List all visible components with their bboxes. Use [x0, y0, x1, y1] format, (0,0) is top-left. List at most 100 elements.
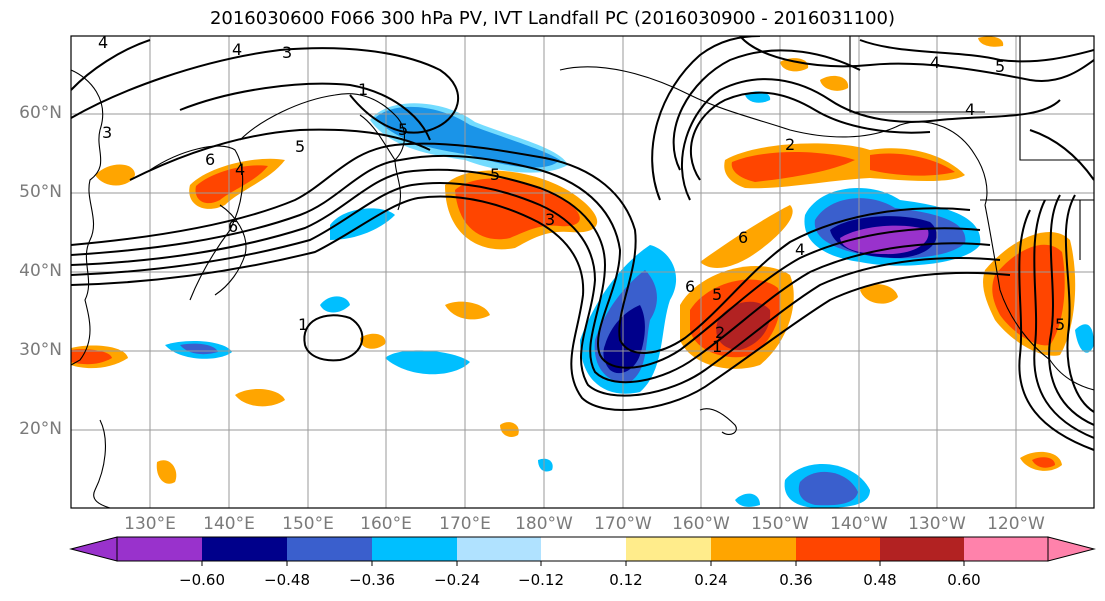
colorbar-segment [880, 537, 964, 561]
lon-label: 140°E [203, 514, 255, 534]
lon-label: 150°E [282, 514, 334, 534]
colorbar-segment [372, 537, 457, 561]
colorbar-segment [711, 537, 796, 561]
positive-anomaly [455, 178, 580, 240]
positive-anomaly [156, 460, 177, 484]
colorbar-segment [626, 537, 711, 561]
positive-anomaly [860, 284, 898, 304]
colorbar [69, 536, 1096, 566]
lon-label: 140°W [830, 514, 888, 534]
positive-anomaly [195, 165, 268, 204]
shaded-pc-field [71, 36, 1094, 508]
contour-label: 5 [712, 285, 722, 304]
contour-label: 4 [232, 40, 242, 59]
colorbar-tick-label: −0.24 [434, 571, 480, 589]
contour-label: 6 [685, 277, 695, 296]
lat-label: 60°N [19, 103, 62, 123]
colorbar-tick-label: −0.60 [179, 571, 225, 589]
lon-label: 130°E [124, 514, 176, 534]
positive-anomaly [731, 152, 855, 182]
lon-label: 130°W [908, 514, 966, 534]
colorbar-tick-label: 0.60 [947, 571, 981, 589]
contour-label: 2 [715, 323, 725, 342]
contour-label: 6 [228, 217, 238, 236]
positive-anomaly [71, 349, 112, 365]
colorbar-tick-label: −0.48 [264, 571, 310, 589]
positive-anomaly [870, 153, 955, 176]
contour-label: 3 [102, 123, 112, 142]
lat-label: 30°N [19, 340, 62, 360]
contour-label: 5 [295, 137, 305, 156]
lon-label: 170°W [594, 514, 652, 534]
positive-anomaly [235, 388, 285, 407]
colorbar-tick-label: 0.24 [694, 571, 728, 589]
contour-label: 1 [712, 337, 722, 356]
colorbar-tick-label: 0.48 [863, 571, 897, 589]
lon-label: 160°E [360, 514, 412, 534]
positive-anomaly [95, 164, 135, 186]
colorbar-segment [202, 537, 287, 561]
map-frame [70, 35, 1095, 509]
positive-anomaly [360, 333, 386, 349]
negative-anomaly [1075, 324, 1094, 353]
lon-label: 170°E [439, 514, 491, 534]
lat-label: 50°N [19, 182, 62, 202]
colorbar-segment [541, 537, 626, 561]
colorbar-frame [116, 536, 1049, 562]
contour-label: 3 [545, 210, 555, 229]
lat-label: 20°N [19, 419, 62, 439]
contour-label: 6 [738, 228, 748, 247]
colorbar-tick-label: 0.36 [779, 571, 813, 589]
colorbar-segment [457, 537, 541, 561]
lon-label: 150°W [751, 514, 809, 534]
colorbar-tick-label: −0.36 [349, 571, 395, 589]
negative-anomaly [385, 350, 470, 375]
contour-label: 2 [785, 135, 795, 154]
colorbar-tick-label: −0.12 [518, 571, 564, 589]
colorbar-tick-label: 0.12 [609, 571, 643, 589]
lon-label: 180°W [515, 514, 573, 534]
contour-label: 4 [965, 100, 975, 119]
negative-anomaly [735, 493, 760, 507]
contour-label: 5 [1055, 315, 1065, 334]
positive-anomaly [716, 301, 771, 350]
map-title: 2016030600 F066 300 hPa PV, IVT Landfall… [209, 8, 896, 29]
contour-label: 5 [398, 120, 408, 139]
colorbar-extend-high [1047, 536, 1096, 562]
contour-label: 4 [930, 53, 940, 72]
contour-label: 4 [235, 160, 245, 179]
negative-anomaly [745, 91, 771, 103]
lon-label: 120°W [987, 514, 1045, 534]
negative-anomaly [320, 296, 350, 313]
negative-anomaly [798, 471, 858, 506]
colorbar-segment [117, 537, 202, 561]
colorbar-extend-low [69, 536, 118, 562]
contour-label: 1 [298, 315, 308, 334]
lon-label: 160°W [672, 514, 730, 534]
positive-anomaly [992, 244, 1065, 346]
contour-label-group: 4 3 4 1 3 5 5 6 4 1 5 3 6 2 4 6 5 2 1 6 … [98, 33, 1065, 356]
negative-anomaly [538, 458, 553, 472]
positive-anomaly [820, 75, 849, 91]
pv-contours [71, 36, 1094, 451]
colorbar-segment [287, 537, 372, 561]
contour-label: 5 [995, 57, 1005, 76]
contour-label: 5 [490, 165, 500, 184]
contour-label: 6 [205, 150, 215, 169]
positive-anomaly [978, 36, 1004, 47]
positive-anomaly [1032, 457, 1055, 468]
contour-label: 4 [98, 33, 108, 52]
contour-label: 4 [795, 240, 805, 259]
positive-anomaly [445, 301, 490, 320]
colorbar-segment [796, 537, 880, 561]
contour-label: 1 [358, 80, 368, 99]
negative-anomaly [370, 103, 568, 173]
positive-anomaly [700, 205, 793, 269]
negative-anomaly [180, 343, 218, 355]
negative-anomaly [603, 305, 645, 374]
positive-anomaly [780, 58, 809, 72]
contour-label: 3 [282, 43, 292, 62]
lat-label: 40°N [19, 261, 62, 281]
colorbar-segment [964, 537, 1048, 561]
